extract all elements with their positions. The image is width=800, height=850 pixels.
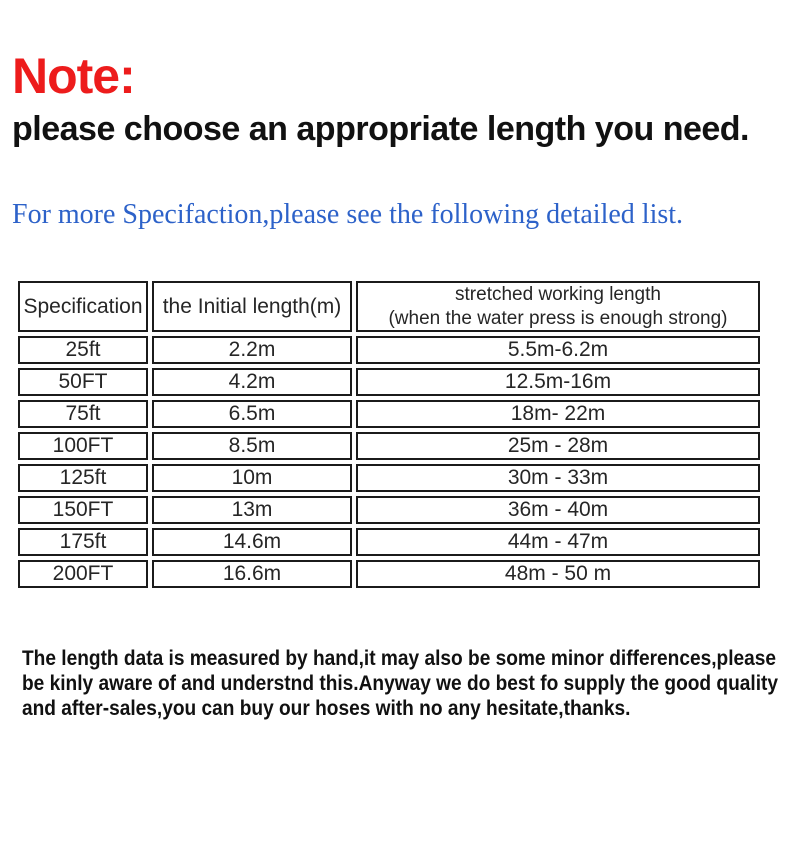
- cell-initial-length: 14.6m: [152, 528, 352, 557]
- disclaimer-line: be kinly aware of and understnd this.Any…: [22, 672, 779, 696]
- header-stretched-length: stretched working length (when the water…: [356, 280, 760, 333]
- cell-initial-length: 16.6m: [152, 560, 352, 589]
- cell-stretched-length: 25m - 28m: [356, 432, 760, 461]
- disclaimer-line: The length data is measured by hand,it m…: [22, 647, 777, 671]
- note-heading: Note:: [12, 48, 136, 104]
- cell-stretched-length: 12.5m-16m: [356, 368, 760, 397]
- header-initial-length: the Initial length(m): [152, 280, 352, 333]
- header-row: Specification the Initial length(m) stre…: [18, 280, 760, 333]
- cell-specification: 100FT: [18, 432, 148, 461]
- cell-stretched-length: 5.5m-6.2m: [356, 336, 760, 365]
- cell-stretched-length: 18m- 22m: [356, 400, 760, 429]
- specification-table-header: Specification the Initial length(m) stre…: [18, 280, 760, 333]
- header-stretched-length-line2: (when the water press is enough strong): [388, 307, 728, 329]
- note-subtitle: please choose an appropriate length you …: [12, 109, 750, 148]
- specification-table-body: 25ft 2.2m 5.5m-6.2m 50FT 4.2m 12.5m-16m …: [18, 336, 760, 589]
- table-row: 25ft 2.2m 5.5m-6.2m: [18, 336, 760, 365]
- cell-stretched-length: 48m - 50 m: [356, 560, 760, 589]
- cell-specification: 150FT: [18, 496, 148, 525]
- cell-specification: 175ft: [18, 528, 148, 557]
- disclaimer-line: and after-sales,you can buy our hoses wi…: [22, 697, 631, 721]
- cell-initial-length: 8.5m: [152, 432, 352, 461]
- specification-table: Specification the Initial length(m) stre…: [14, 277, 764, 593]
- cell-stretched-length: 44m - 47m: [356, 528, 760, 557]
- table-row: 150FT 13m 36m - 40m: [18, 496, 760, 525]
- cell-specification: 125ft: [18, 464, 148, 493]
- table-row: 125ft 10m 30m - 33m: [18, 464, 760, 493]
- table-row: 50FT 4.2m 12.5m-16m: [18, 368, 760, 397]
- cell-specification: 50FT: [18, 368, 148, 397]
- cell-initial-length: 4.2m: [152, 368, 352, 397]
- cell-stretched-length: 36m - 40m: [356, 496, 760, 525]
- specification-info-line: For more Specifaction,please see the fol…: [12, 198, 684, 230]
- header-stretched-length-line1: stretched working length: [455, 283, 661, 305]
- note-page: Note: please choose an appropriate lengt…: [0, 50, 800, 721]
- cell-stretched-length: 30m - 33m: [356, 464, 760, 493]
- table-row: 175ft 14.6m 44m - 47m: [18, 528, 760, 557]
- cell-initial-length: 13m: [152, 496, 352, 525]
- table-row: 200FT 16.6m 48m - 50 m: [18, 560, 760, 589]
- cell-specification: 200FT: [18, 560, 148, 589]
- cell-specification: 25ft: [18, 336, 148, 365]
- header-specification: Specification: [18, 280, 148, 333]
- cell-initial-length: 10m: [152, 464, 352, 493]
- disclaimer-paragraph: The length data is measured by hand,it m…: [22, 646, 800, 721]
- table-row: 75ft 6.5m 18m- 22m: [18, 400, 760, 429]
- table-row: 100FT 8.5m 25m - 28m: [18, 432, 760, 461]
- cell-initial-length: 6.5m: [152, 400, 352, 429]
- cell-specification: 75ft: [18, 400, 148, 429]
- cell-initial-length: 2.2m: [152, 336, 352, 365]
